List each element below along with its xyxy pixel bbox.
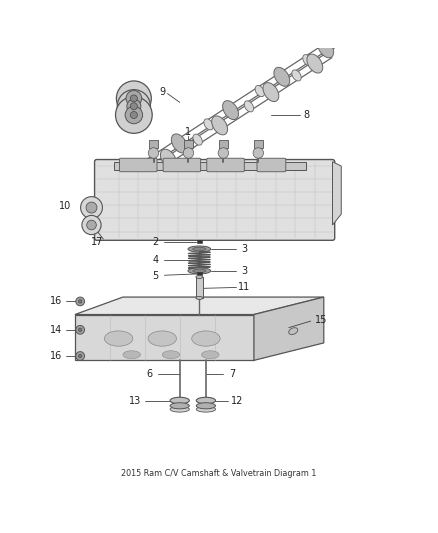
Ellipse shape bbox=[170, 397, 189, 404]
FancyBboxPatch shape bbox=[163, 158, 201, 172]
Circle shape bbox=[86, 202, 97, 213]
Text: 3: 3 bbox=[241, 244, 247, 254]
Ellipse shape bbox=[104, 331, 133, 346]
Polygon shape bbox=[75, 297, 324, 314]
Circle shape bbox=[81, 197, 102, 219]
Ellipse shape bbox=[148, 331, 177, 346]
Circle shape bbox=[78, 328, 82, 332]
Polygon shape bbox=[75, 314, 254, 360]
Circle shape bbox=[116, 96, 152, 133]
Text: 6: 6 bbox=[146, 369, 152, 379]
Ellipse shape bbox=[289, 328, 298, 335]
Ellipse shape bbox=[188, 268, 211, 274]
Ellipse shape bbox=[201, 351, 219, 359]
Ellipse shape bbox=[307, 54, 323, 73]
Ellipse shape bbox=[274, 67, 290, 86]
Bar bbox=[196, 277, 203, 298]
Text: 17: 17 bbox=[92, 237, 104, 247]
Ellipse shape bbox=[170, 407, 189, 412]
Text: 13: 13 bbox=[129, 396, 141, 406]
Ellipse shape bbox=[193, 269, 206, 272]
Text: 14: 14 bbox=[50, 325, 62, 335]
Text: 5: 5 bbox=[152, 271, 159, 281]
Text: 9: 9 bbox=[159, 87, 165, 97]
Ellipse shape bbox=[292, 70, 301, 81]
Ellipse shape bbox=[196, 397, 215, 404]
Circle shape bbox=[76, 297, 85, 306]
Polygon shape bbox=[254, 297, 324, 360]
Ellipse shape bbox=[196, 276, 203, 279]
FancyBboxPatch shape bbox=[95, 159, 335, 240]
Ellipse shape bbox=[171, 134, 187, 153]
Ellipse shape bbox=[212, 116, 228, 135]
Circle shape bbox=[87, 220, 96, 230]
Circle shape bbox=[117, 90, 150, 123]
Circle shape bbox=[117, 81, 151, 116]
Circle shape bbox=[76, 352, 85, 360]
Circle shape bbox=[131, 95, 138, 102]
Ellipse shape bbox=[255, 85, 265, 96]
Bar bbox=[149, 140, 158, 148]
Polygon shape bbox=[332, 161, 341, 225]
Ellipse shape bbox=[160, 149, 176, 168]
Ellipse shape bbox=[244, 101, 254, 112]
Text: 7: 7 bbox=[229, 369, 235, 379]
Ellipse shape bbox=[303, 54, 312, 66]
Circle shape bbox=[82, 215, 101, 235]
Circle shape bbox=[125, 106, 143, 124]
Ellipse shape bbox=[204, 119, 213, 130]
Circle shape bbox=[126, 91, 142, 106]
Text: 1: 1 bbox=[185, 127, 191, 138]
Ellipse shape bbox=[192, 331, 220, 346]
Ellipse shape bbox=[162, 351, 180, 359]
Text: 2015 Ram C/V Camshaft & Valvetrain Diagram 1: 2015 Ram C/V Camshaft & Valvetrain Diagr… bbox=[121, 469, 317, 478]
Text: 10: 10 bbox=[59, 201, 71, 211]
Ellipse shape bbox=[196, 296, 203, 300]
Text: 3: 3 bbox=[241, 266, 247, 276]
Bar bbox=[197, 272, 201, 275]
FancyBboxPatch shape bbox=[257, 158, 286, 172]
FancyBboxPatch shape bbox=[120, 158, 157, 172]
Text: 2: 2 bbox=[152, 237, 159, 247]
Ellipse shape bbox=[196, 407, 215, 412]
Circle shape bbox=[131, 111, 138, 118]
Text: 4: 4 bbox=[152, 255, 159, 265]
Text: 8: 8 bbox=[303, 110, 309, 119]
Bar bbox=[254, 140, 263, 148]
Circle shape bbox=[218, 148, 229, 158]
FancyBboxPatch shape bbox=[207, 158, 244, 172]
Text: 16: 16 bbox=[50, 296, 62, 306]
Text: 11: 11 bbox=[238, 282, 251, 293]
Circle shape bbox=[253, 148, 264, 158]
Bar bbox=[197, 240, 202, 244]
Text: 16: 16 bbox=[50, 351, 62, 361]
Text: 12: 12 bbox=[231, 396, 244, 406]
Bar bbox=[219, 140, 228, 148]
Ellipse shape bbox=[223, 101, 238, 119]
Ellipse shape bbox=[193, 247, 206, 251]
Ellipse shape bbox=[170, 403, 189, 409]
Circle shape bbox=[148, 148, 159, 158]
Circle shape bbox=[183, 148, 194, 158]
Circle shape bbox=[127, 99, 141, 113]
Ellipse shape bbox=[123, 351, 141, 359]
Text: 15: 15 bbox=[314, 315, 327, 325]
Ellipse shape bbox=[188, 246, 211, 252]
Ellipse shape bbox=[196, 403, 215, 409]
Circle shape bbox=[78, 300, 82, 303]
Ellipse shape bbox=[318, 39, 334, 58]
Ellipse shape bbox=[263, 83, 279, 102]
Circle shape bbox=[131, 103, 138, 110]
Ellipse shape bbox=[193, 134, 202, 145]
Bar bbox=[184, 140, 193, 148]
FancyBboxPatch shape bbox=[114, 161, 306, 171]
Circle shape bbox=[78, 354, 82, 358]
Circle shape bbox=[76, 326, 85, 334]
